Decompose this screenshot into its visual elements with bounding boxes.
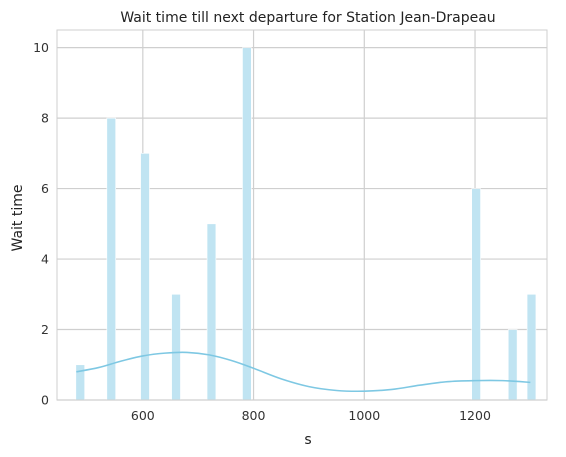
- histogram-bar: [507, 329, 518, 401]
- y-axis-label: Wait time: [10, 185, 26, 252]
- tick-labels: 600 800 1000 1200 0 2 4 6 8 10: [33, 40, 491, 423]
- y-tick-label: 8: [41, 111, 49, 126]
- y-tick-label: 0: [41, 393, 49, 408]
- histogram-bar: [471, 188, 481, 401]
- histogram-bar: [242, 47, 252, 401]
- x-tick-label: 600: [131, 408, 155, 423]
- x-tick-label: 1000: [348, 408, 380, 423]
- x-axis-label: s: [304, 432, 311, 448]
- histogram-bar: [526, 293, 537, 401]
- x-tick-label: 800: [242, 408, 266, 423]
- y-tick-label: 6: [41, 181, 49, 196]
- histogram-bar: [206, 223, 217, 401]
- histogram-bar: [106, 117, 116, 401]
- plot-frame: [56, 29, 548, 401]
- kde-curve: [76, 351, 531, 393]
- bars: [75, 47, 537, 401]
- chart-title: Wait time till next departure for Statio…: [120, 10, 495, 26]
- x-tick-label: 1200: [459, 408, 491, 423]
- histogram-bar: [140, 153, 150, 401]
- y-tick-label: 10: [33, 40, 49, 55]
- histogram-bar: [171, 293, 181, 401]
- y-tick-label: 2: [41, 322, 49, 337]
- y-tick-label: 4: [41, 252, 49, 267]
